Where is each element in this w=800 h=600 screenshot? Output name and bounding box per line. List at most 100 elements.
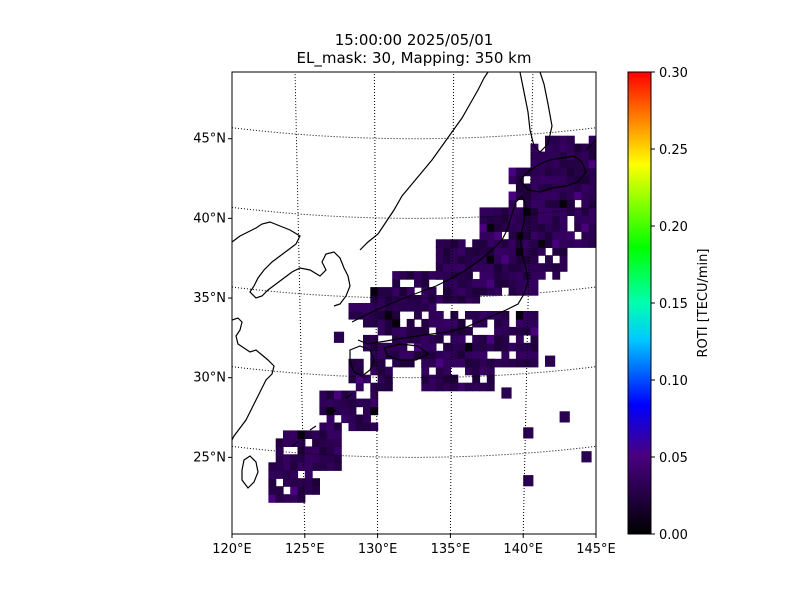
roti-cell bbox=[428, 350, 437, 360]
roti-cell bbox=[530, 239, 539, 248]
roti-cell bbox=[515, 271, 524, 280]
roti-cell bbox=[581, 239, 590, 248]
roti-cell bbox=[319, 422, 328, 432]
roti-cell bbox=[530, 287, 539, 296]
roti-cell bbox=[501, 223, 510, 232]
roti-cell bbox=[450, 342, 459, 352]
roti-cell bbox=[479, 382, 488, 392]
roti-cell bbox=[326, 462, 335, 471]
roti-cell bbox=[574, 207, 583, 216]
roti-cell bbox=[588, 167, 596, 177]
roti-cell bbox=[523, 223, 532, 232]
roti-cell bbox=[472, 295, 481, 304]
roti-cell bbox=[435, 382, 444, 392]
roti-cell bbox=[370, 350, 379, 360]
roti-cell bbox=[268, 486, 277, 495]
roti-cell bbox=[450, 358, 459, 368]
roti-cell bbox=[523, 350, 532, 360]
roti-cell bbox=[363, 398, 371, 408]
roti-cell bbox=[275, 494, 284, 503]
roti-cell bbox=[384, 295, 393, 304]
roti-cell bbox=[508, 326, 517, 336]
roti-cell bbox=[486, 263, 495, 272]
map-area bbox=[232, 72, 596, 534]
roti-cell bbox=[479, 311, 488, 320]
roti-cell bbox=[545, 223, 553, 232]
roti-cell bbox=[377, 350, 386, 360]
roti-cell bbox=[392, 342, 401, 352]
roti-cell bbox=[494, 287, 502, 296]
parallel-30 bbox=[232, 366, 596, 379]
roti-cell bbox=[275, 470, 284, 479]
roti-cell bbox=[545, 167, 553, 177]
roti-cell bbox=[370, 318, 379, 328]
roti-cell bbox=[537, 271, 546, 280]
roti-cell bbox=[392, 358, 401, 368]
roti-cell bbox=[574, 167, 583, 177]
roti-cell bbox=[574, 151, 583, 161]
roti-cell bbox=[523, 239, 532, 248]
roti-cell bbox=[530, 223, 539, 232]
colorbar-tick-label: 0.20 bbox=[659, 220, 688, 235]
roti-cell bbox=[333, 398, 342, 408]
roti-cell bbox=[472, 350, 481, 360]
roti-cell bbox=[333, 446, 342, 455]
roti-cell bbox=[457, 326, 466, 336]
roti-cell bbox=[552, 135, 561, 145]
roti-cell bbox=[494, 334, 502, 344]
roti-cell bbox=[348, 303, 357, 312]
roti-cell bbox=[588, 223, 596, 232]
roti-cell bbox=[530, 175, 539, 185]
roti-cell bbox=[465, 247, 473, 256]
roti-cell bbox=[363, 406, 371, 416]
roti-cell bbox=[283, 462, 291, 471]
roti-cell bbox=[588, 151, 596, 161]
roti-cell bbox=[486, 311, 495, 320]
roti-cell bbox=[472, 279, 481, 288]
roti-cell bbox=[515, 263, 524, 272]
roti-cell bbox=[457, 295, 466, 304]
roti-cell bbox=[290, 494, 299, 503]
roti-cell bbox=[523, 326, 532, 336]
roti-cell bbox=[465, 279, 473, 288]
roti-cell bbox=[421, 271, 430, 280]
roti-cell bbox=[552, 199, 561, 208]
roti-cell bbox=[348, 366, 357, 376]
roti-cell bbox=[552, 215, 561, 224]
roti-cell bbox=[443, 326, 451, 336]
x-tick-label: 145°E bbox=[576, 542, 616, 557]
roti-cell bbox=[457, 239, 466, 248]
roti-cell bbox=[297, 486, 306, 495]
roti-cell bbox=[304, 486, 313, 495]
roti-cell bbox=[545, 183, 553, 193]
roti-cell bbox=[494, 311, 502, 320]
roti-cell bbox=[486, 207, 495, 216]
roti-cell bbox=[421, 303, 430, 312]
roti-cell bbox=[501, 334, 510, 344]
coastline-bohai-korea bbox=[232, 221, 351, 307]
roti-cell bbox=[530, 231, 539, 240]
roti-cell bbox=[406, 358, 415, 368]
roti-cell bbox=[537, 183, 546, 193]
colorbar-tick-label: 0.05 bbox=[659, 451, 688, 466]
coastline-taiwan bbox=[241, 455, 259, 489]
roti-cell bbox=[537, 151, 546, 161]
roti-cell bbox=[515, 342, 524, 352]
roti-cell bbox=[552, 167, 561, 177]
coastline-russia-far-east bbox=[359, 72, 489, 251]
roti-cell bbox=[515, 326, 524, 336]
roti-cell bbox=[508, 167, 517, 177]
roti-cell bbox=[384, 287, 393, 296]
roti-cell bbox=[523, 191, 532, 201]
roti-cell bbox=[501, 207, 510, 216]
roti-cell bbox=[508, 175, 517, 185]
roti-cell bbox=[530, 358, 539, 368]
roti-cell bbox=[552, 223, 561, 232]
roti-cell bbox=[486, 255, 495, 264]
roti-cell bbox=[406, 350, 415, 360]
roti-cell bbox=[443, 271, 451, 280]
roti-cell bbox=[333, 462, 342, 471]
roti-cell bbox=[552, 143, 561, 153]
roti-cell bbox=[312, 438, 320, 447]
roti-cell bbox=[472, 374, 481, 384]
